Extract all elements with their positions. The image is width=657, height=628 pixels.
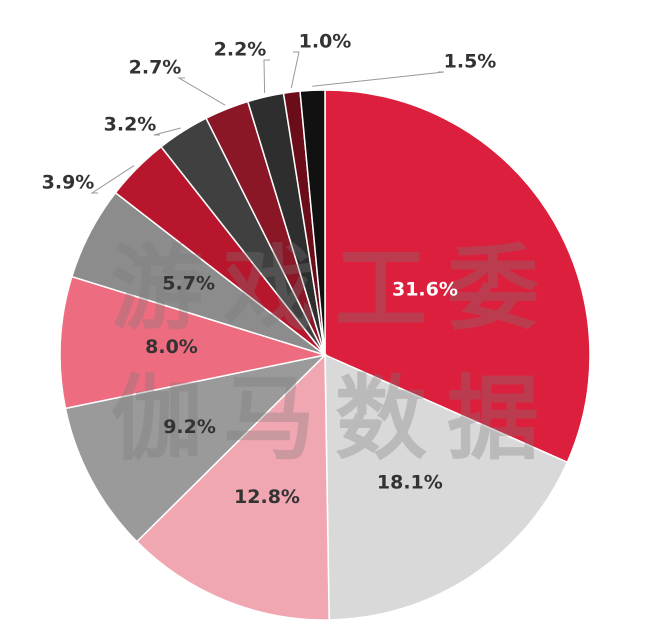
leader-line xyxy=(90,165,135,194)
watermark: 游戏工委 xyxy=(111,235,559,342)
data-label: 18.1% xyxy=(377,472,443,494)
slice xyxy=(324,89,591,464)
slice xyxy=(299,89,326,356)
leader-line xyxy=(290,51,300,89)
data-label: 5.7% xyxy=(162,273,215,295)
leader-line xyxy=(312,71,445,87)
leader-line xyxy=(263,59,270,93)
data-label: 9.2% xyxy=(163,416,216,438)
slice xyxy=(324,353,569,621)
leader-line xyxy=(153,127,181,136)
data-label: 1.5% xyxy=(444,51,497,73)
slice xyxy=(59,275,326,410)
data-label: 2.7% xyxy=(129,57,182,79)
data-label: 1.0% xyxy=(299,31,352,53)
labels: 31.6% 18.1% 12.8% 9.2% 8.0% 5.7% 3.9% 3.2% 2.7% 2… xyxy=(42,31,497,508)
pie xyxy=(59,89,591,621)
slice xyxy=(64,353,328,543)
leader-line xyxy=(177,77,226,106)
data-label: 3.2% xyxy=(104,114,157,136)
data-label: 3.9% xyxy=(42,172,95,194)
data-label: 8.0% xyxy=(145,336,198,358)
watermark: 伽马数据 xyxy=(111,365,559,472)
data-label: 12.8% xyxy=(234,486,300,508)
data-label: 2.2% xyxy=(214,39,267,61)
data-label: 31.6% xyxy=(392,278,458,300)
slice xyxy=(135,353,330,621)
